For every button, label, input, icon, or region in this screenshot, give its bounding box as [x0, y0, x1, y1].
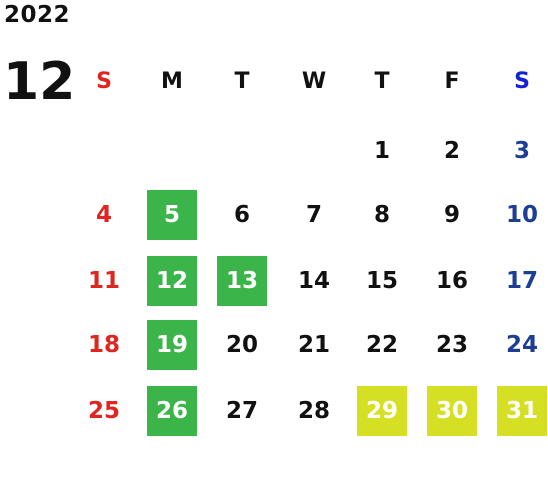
- weekday-header: W: [301, 68, 327, 94]
- calendar-day: 2: [443, 138, 460, 164]
- weekday-header: M: [161, 68, 183, 94]
- calendar-day: 23: [435, 332, 468, 358]
- calendar-day: 24: [505, 332, 538, 358]
- calendar-day: 10: [505, 202, 538, 228]
- weekday-header: S: [514, 68, 530, 94]
- calendar-day-highlighted: 12: [147, 256, 197, 306]
- calendar-year: 2022: [4, 2, 71, 28]
- calendar-day: 8: [373, 202, 390, 228]
- calendar-day: 15: [365, 268, 398, 294]
- weekday-header: T: [234, 68, 250, 94]
- calendar-day: 27: [225, 398, 258, 424]
- calendar-day: 11: [87, 268, 120, 294]
- calendar-day-highlighted: 5: [147, 190, 197, 240]
- calendar-day: 16: [435, 268, 468, 294]
- calendar-day-highlighted: 31: [497, 386, 547, 436]
- calendar-day: 3: [513, 138, 530, 164]
- calendar-day: 22: [365, 332, 398, 358]
- calendar-day: 1: [373, 138, 390, 164]
- calendar-day: 14: [297, 268, 330, 294]
- weekday-header: T: [374, 68, 390, 94]
- calendar-day: 20: [225, 332, 258, 358]
- calendar-day: 9: [443, 202, 460, 228]
- calendar-day: 21: [297, 332, 330, 358]
- calendar-day: 7: [305, 202, 322, 228]
- calendar-day-highlighted: 19: [147, 320, 197, 370]
- calendar-day: 6: [233, 202, 250, 228]
- weekday-header: F: [444, 68, 460, 94]
- calendar-day: 4: [95, 202, 112, 228]
- calendar-day: 18: [87, 332, 120, 358]
- calendar-day-highlighted: 30: [427, 386, 477, 436]
- calendar-day-highlighted: 13: [217, 256, 267, 306]
- calendar-day: 17: [505, 268, 538, 294]
- calendar-month: 12: [3, 52, 76, 112]
- calendar-day: 25: [87, 398, 120, 424]
- calendar-day: 28: [297, 398, 330, 424]
- weekday-header: S: [96, 68, 112, 94]
- calendar-day-highlighted: 26: [147, 386, 197, 436]
- calendar-day-highlighted: 29: [357, 386, 407, 436]
